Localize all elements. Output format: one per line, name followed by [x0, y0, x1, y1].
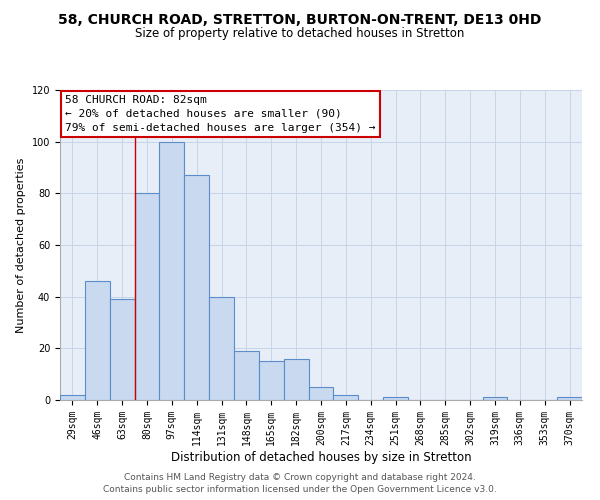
X-axis label: Distribution of detached houses by size in Stretton: Distribution of detached houses by size …	[170, 450, 472, 464]
Bar	[308, 387, 334, 400]
Bar	[85, 281, 110, 400]
Bar	[160, 142, 184, 400]
Bar	[557, 398, 582, 400]
Bar	[383, 398, 408, 400]
Bar	[259, 361, 284, 400]
Bar	[134, 194, 160, 400]
Bar	[209, 296, 234, 400]
Bar	[110, 299, 134, 400]
Text: 58 CHURCH ROAD: 82sqm
← 20% of detached houses are smaller (90)
79% of semi-deta: 58 CHURCH ROAD: 82sqm ← 20% of detached …	[65, 94, 376, 132]
Bar	[334, 395, 358, 400]
Text: Size of property relative to detached houses in Stretton: Size of property relative to detached ho…	[136, 28, 464, 40]
Bar	[234, 351, 259, 400]
Bar	[60, 395, 85, 400]
Text: Contains HM Land Registry data © Crown copyright and database right 2024.: Contains HM Land Registry data © Crown c…	[124, 472, 476, 482]
Text: Contains public sector information licensed under the Open Government Licence v3: Contains public sector information licen…	[103, 485, 497, 494]
Y-axis label: Number of detached properties: Number of detached properties	[16, 158, 26, 332]
Bar	[482, 398, 508, 400]
Text: 58, CHURCH ROAD, STRETTON, BURTON-ON-TRENT, DE13 0HD: 58, CHURCH ROAD, STRETTON, BURTON-ON-TRE…	[58, 12, 542, 26]
Bar	[184, 175, 209, 400]
Bar	[284, 358, 308, 400]
